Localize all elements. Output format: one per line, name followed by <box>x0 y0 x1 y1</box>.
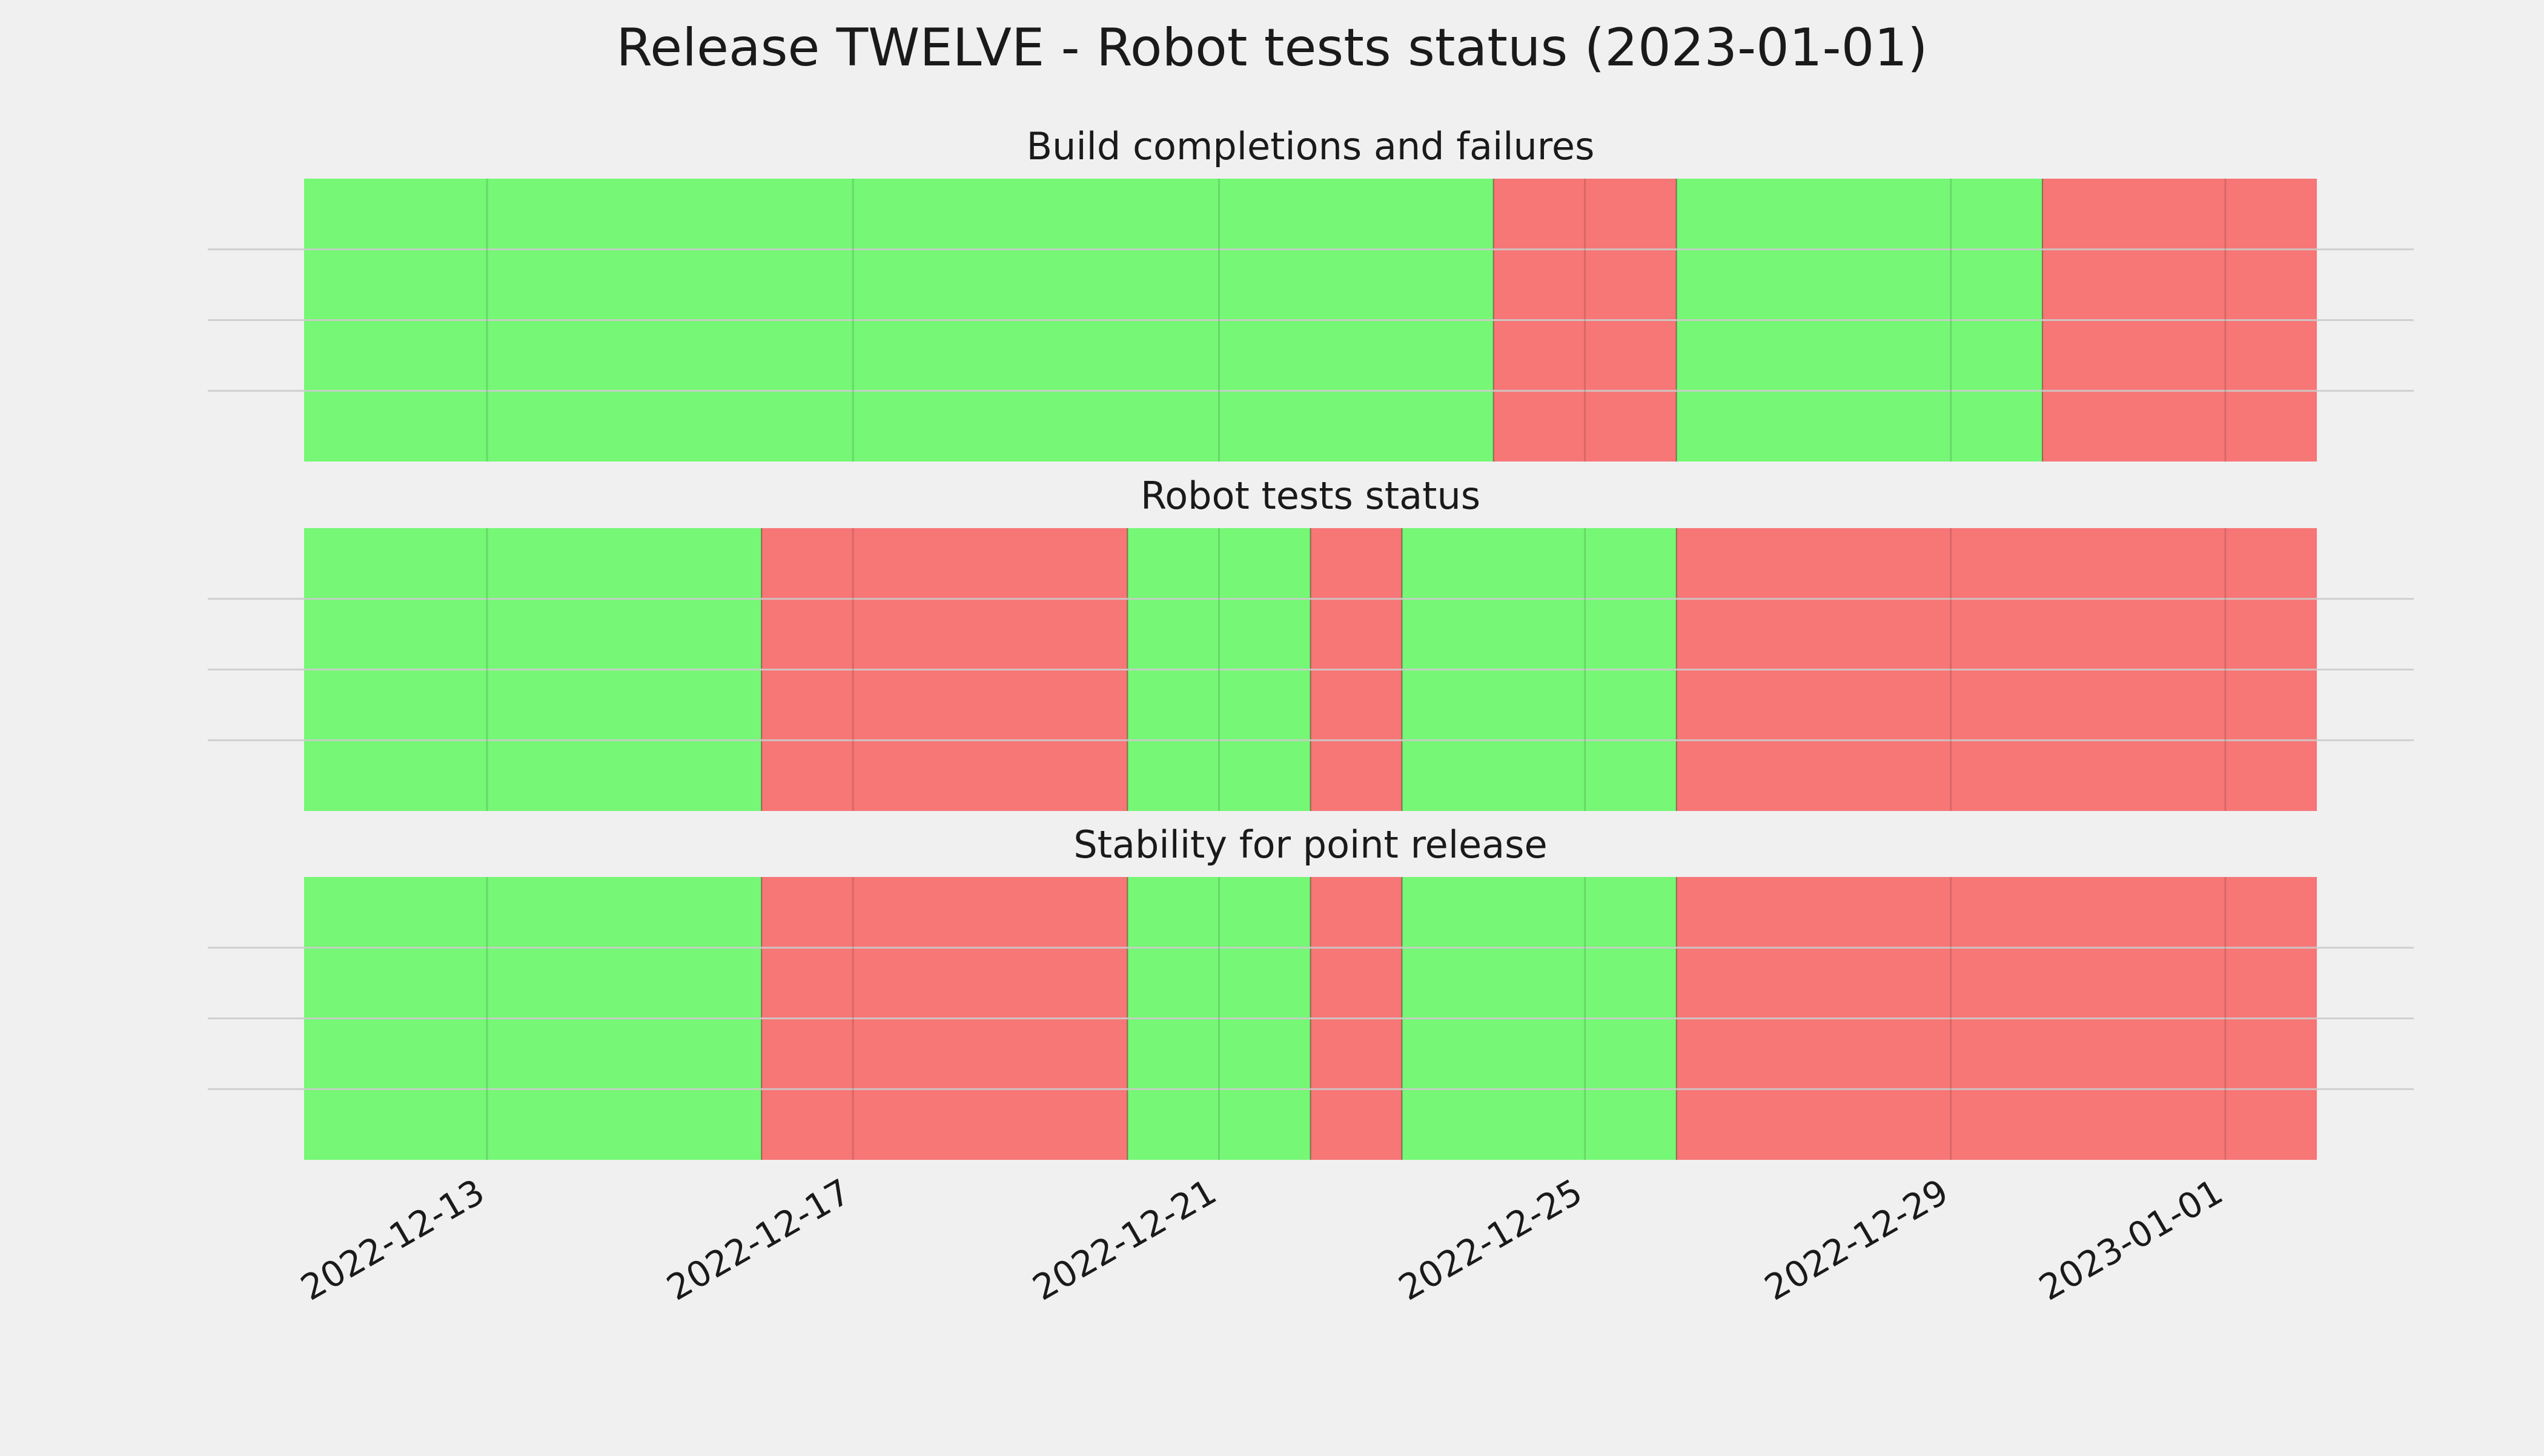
x-tick-label: 2022-12-29 <box>1758 1171 1955 1308</box>
x-axis-tick-labels: 2022-12-13 2022-12-17 2022-12-21 2022-12-25… <box>294 1171 2230 1308</box>
panels-layer: Build completions and failures Robot test… <box>208 124 2414 1160</box>
x-tick-label: 2022-12-21 <box>1026 1171 1224 1308</box>
x-tick-label: 2023-01-01 <box>2032 1171 2230 1308</box>
x-tick-label: 2022-12-25 <box>1392 1171 1589 1308</box>
panel-title: Stability for point release <box>1073 822 1547 867</box>
panel-2: Robot tests status <box>208 474 2414 811</box>
panel-1: Build completions and failures <box>208 124 2414 462</box>
panel-title: Build completions and failures <box>1027 124 1595 168</box>
chart-title: Release TWELVE - Robot tests status (202… <box>616 18 1927 78</box>
panel-3: Stability for point release <box>208 822 2414 1160</box>
panel-title: Robot tests status <box>1141 474 1480 518</box>
x-tick-label: 2022-12-13 <box>294 1171 491 1308</box>
x-tick-label: 2022-12-17 <box>660 1171 857 1308</box>
